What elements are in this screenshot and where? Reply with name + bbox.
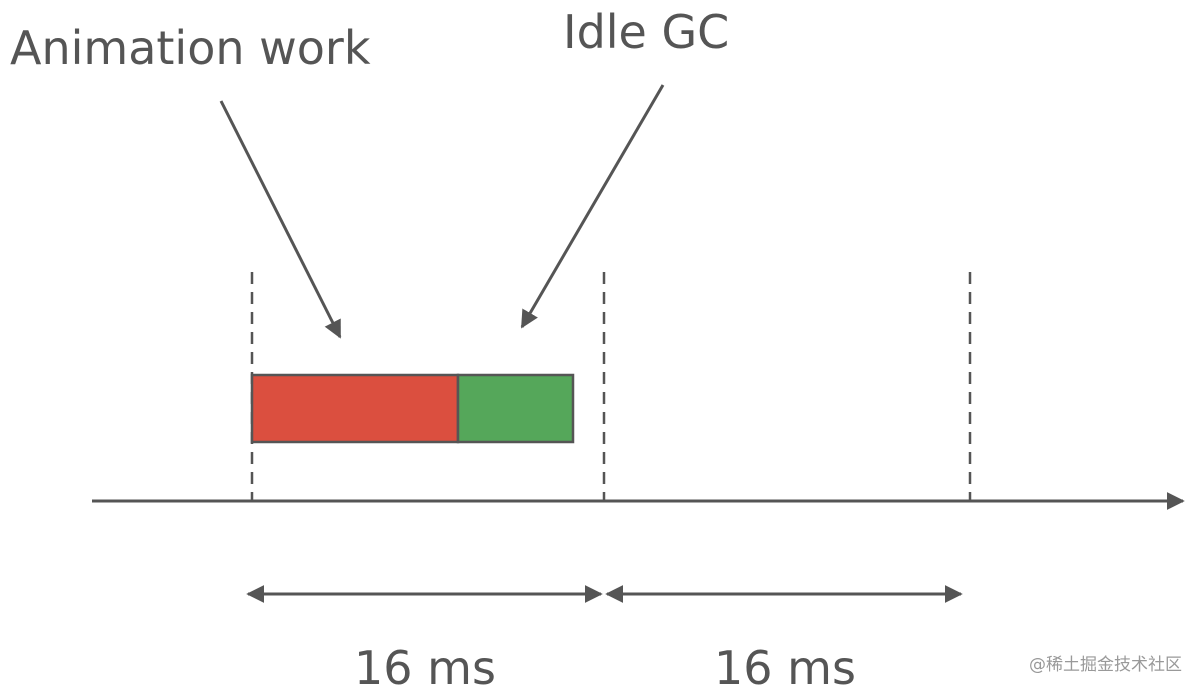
pointer-arrow bbox=[520, 84, 665, 329]
animation-block bbox=[250, 373, 460, 444]
idle-gc-label: Idle GC bbox=[563, 5, 729, 59]
animation-label: Animation work bbox=[10, 21, 371, 75]
interval-label: 16 ms bbox=[354, 641, 496, 695]
interval-label: 16 ms bbox=[714, 641, 856, 695]
watermark: @稀土掘金技术社区 bbox=[1029, 655, 1182, 675]
pointer-arrow bbox=[219, 100, 342, 339]
idle-gc-block bbox=[456, 373, 575, 444]
